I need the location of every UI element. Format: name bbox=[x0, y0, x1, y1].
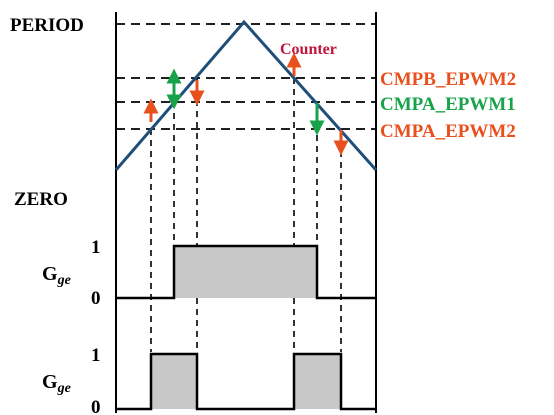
cmpa-epwm2-label: CMPA_EPWM2 bbox=[380, 121, 516, 142]
gge2-shaded-pulse-1 bbox=[151, 354, 197, 409]
event-arrows bbox=[143, 52, 349, 156]
counter-waveform bbox=[114, 19, 378, 171]
gge2-waveform bbox=[116, 352, 376, 411]
gge2-signal-base: G bbox=[42, 371, 58, 393]
projection-lines bbox=[150, 78, 342, 352]
period-label: PERIOD bbox=[10, 15, 84, 36]
gge2-signal-name: Gge bbox=[42, 371, 71, 396]
gge2-low-label: 0 bbox=[91, 397, 101, 415]
gge1-waveform bbox=[116, 244, 376, 300]
gge2-shaded-pulse-2 bbox=[294, 354, 341, 409]
counter-label: Counter bbox=[280, 41, 337, 58]
gge1-signal-name: Gge bbox=[42, 263, 71, 288]
cmpb-epwm2-label: CMPB_EPWM2 bbox=[380, 69, 516, 90]
gge1-high-label: 1 bbox=[91, 237, 101, 258]
gge1-signal-base: G bbox=[42, 263, 58, 285]
gge1-signal-sub: ge bbox=[57, 273, 71, 288]
gge1-shaded-pulse bbox=[174, 246, 317, 298]
gge2-high-label: 1 bbox=[91, 345, 101, 366]
gge1-low-label: 0 bbox=[91, 288, 101, 309]
zero-label: ZERO bbox=[14, 189, 68, 210]
gge2-signal-sub: ge bbox=[57, 381, 71, 396]
cmpa-epwm1-label: CMPA_EPWM1 bbox=[380, 94, 516, 115]
reference-levels bbox=[116, 23, 376, 130]
